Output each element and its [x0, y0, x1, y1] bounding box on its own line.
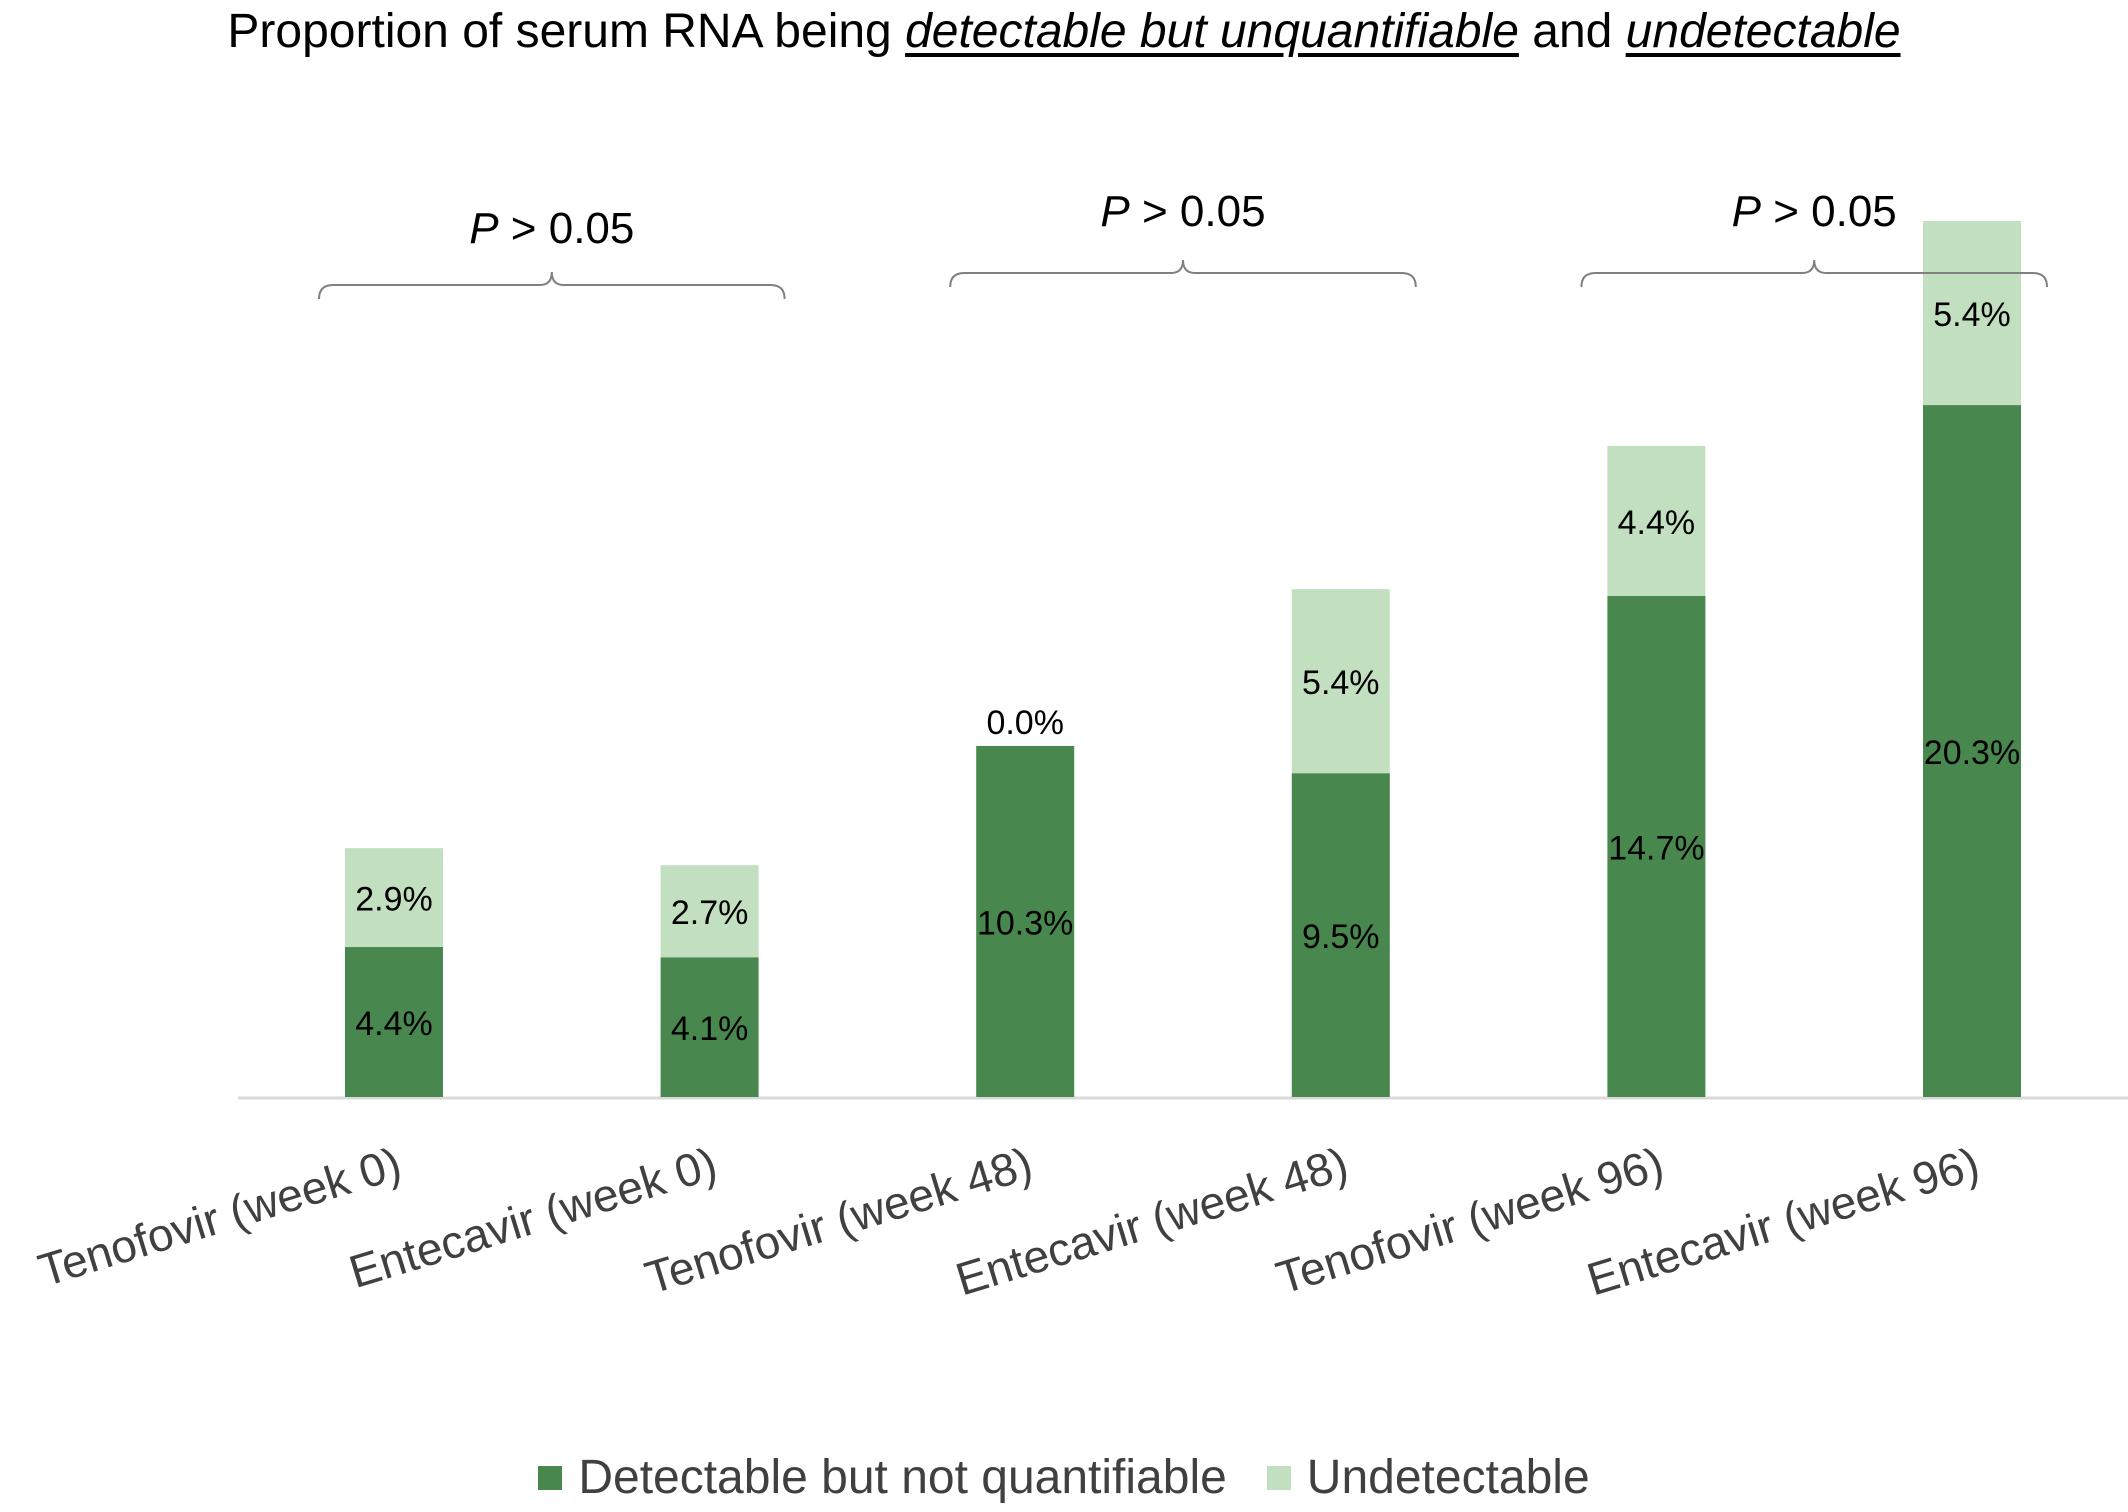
legend-swatch-dnq [538, 1465, 563, 1490]
data-label: 4.4% [355, 1005, 433, 1043]
p-value-annotation: P > 0.05 [1732, 187, 1897, 236]
data-label: 4.4% [1618, 504, 1696, 542]
data-label: 2.9% [355, 881, 433, 919]
bar-segment-dnq [345, 947, 443, 1097]
bar-segment-dnq [1607, 595, 1706, 1097]
data-label: 2.7% [671, 894, 749, 932]
legend-label-undetectable: Undetectable [1306, 1451, 1590, 1504]
significance-bracket [318, 271, 786, 300]
p-value-annotation: P > 0.05 [1100, 187, 1265, 236]
title-mid: and [1518, 5, 1626, 58]
bar-segment-dnq [1291, 773, 1390, 1097]
data-label: 5.4% [1302, 664, 1380, 702]
legend-item-undetectable: Undetectable [1266, 1450, 1590, 1505]
p-value-annotation: P > 0.05 [469, 204, 634, 253]
bar-segment-dnq [660, 957, 759, 1097]
significance-bracket [949, 259, 1417, 288]
data-label: 20.3% [1924, 734, 2020, 772]
data-label: 4.1% [671, 1010, 749, 1048]
title-prefix: Proportion of serum RNA being [227, 5, 906, 58]
bar-segment-dnq [1923, 405, 2021, 1097]
title-emphasis-undetectable: undetectable [1625, 5, 1901, 58]
legend-label-dnq: Detectable but not quantifiable [578, 1451, 1227, 1504]
legend: Detectable but not quantifiable Undetect… [0, 1450, 2128, 1505]
bar-segment-undetectable [1607, 445, 1706, 596]
data-label: 14.7% [1608, 829, 1704, 867]
legend-item-dnq: Detectable but not quantifiable [538, 1450, 1227, 1505]
bar-segment-undetectable [1923, 221, 2021, 406]
chart-title: Proportion of serum RNA being detectable… [0, 4, 2128, 59]
bar-segment-undetectable [660, 865, 759, 958]
data-label: 9.5% [1302, 918, 1380, 956]
bar-segment-undetectable [345, 848, 443, 948]
data-label: 10.3% [977, 904, 1073, 942]
legend-swatch-undetectable [1266, 1465, 1291, 1490]
bar-segment-dnq [976, 745, 1075, 1097]
data-label: 0.0% [986, 704, 1064, 742]
data-label: 5.4% [1933, 296, 2011, 334]
bar-segment-undetectable [1291, 589, 1390, 774]
significance-bracket [1580, 259, 2048, 288]
title-emphasis-detectable: detectable but unquantifiable [905, 5, 1519, 58]
